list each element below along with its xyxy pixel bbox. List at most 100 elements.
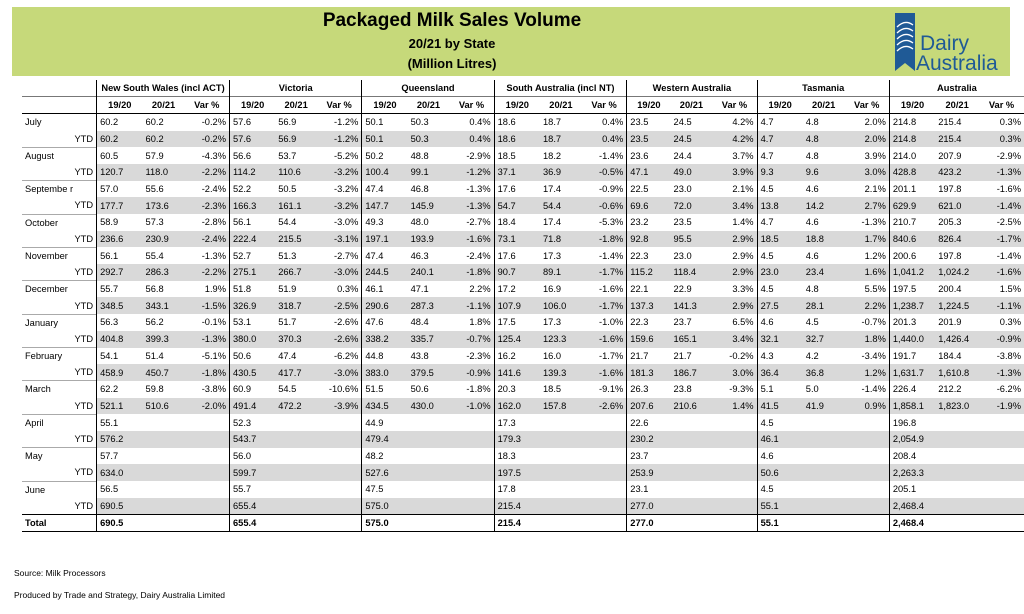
table-cell: 2.9% [712,230,758,248]
table-cell: -1.7% [598,350,624,361]
table-cell: 1,426.4 [935,330,980,348]
table-cell: 1,024.2 [935,264,980,281]
table-cell: 208.4 [888,447,936,465]
row-label: June [22,480,97,498]
total-row: Total 690.5 655.4 575.0 215.4 277.0 55.1 2,468.… [22,513,1024,533]
table-cell: -2.8% [201,217,226,228]
row-label: YTD [74,233,94,244]
table-cell: 107.9 [493,297,540,315]
table-cell: 575.0 [361,513,408,533]
table-cell: 430.5 [229,364,276,381]
column-header: 19/20 [493,96,540,115]
table-cell [275,513,317,533]
region-header: Western Australia [626,80,758,97]
column-header: 20/21 [275,96,317,115]
table-cell: 181.3 [626,364,671,381]
table-cell: 4.8 [805,284,819,295]
table-cell: 629.9 [888,197,936,214]
row-label: YTD [74,167,94,178]
table-cell: 17.3 [542,250,562,261]
column-header: Var % [317,96,362,115]
row-label: March [22,380,97,398]
table-cell: 3.9% [712,163,758,181]
table-cell: 137.3 [626,297,671,315]
table-cell: 16.0 [542,350,562,361]
ytd-row: YTD 120.7 118.0 -2.2% 114.2 110.6 -3.2% 100.4 99… [22,163,1024,181]
table-cell: -1.4% [861,384,886,395]
table-cell: 1,238.7 [888,297,936,315]
table-cell: 2.0% [844,130,890,148]
table-cell: 21.7 [626,347,671,365]
table-cell: 200.4 [938,284,962,295]
table-cell: 201.9 [938,317,962,328]
table-cell: 4.2% [732,117,754,128]
column-header-row: 19/20 20/21 Var % 19/20 20/21 Var % 19/20 20/21… [22,96,1024,115]
unit-label: (Million Litres) [407,56,497,71]
table-cell [275,430,317,448]
table-cell [449,464,495,481]
ytd-row: YTD 236.6 230.9 -2.4% 222.4 215.5 -3.1% 197.1 19… [22,230,1024,248]
table-cell: 24.5 [673,117,692,128]
page-subtitle: 20/21 by State [408,36,496,51]
table-cell: 634.0 [96,464,143,481]
table-cell: 18.8 [802,230,845,248]
table-cell: 55.1 [756,513,803,533]
table-cell: 244.5 [361,264,408,281]
table-cell: 41.5 [756,397,803,415]
month-row: June 56.5 55.7 47.5 17.8 23.1 4.5 205.1 [22,480,1024,498]
table-cell: -1.5% [184,297,230,315]
table-cell [845,448,890,465]
table-cell: 335.7 [407,330,450,348]
table-cell: -1.2% [449,163,495,181]
row-label: YTD [74,333,94,344]
table-cell: -2.2% [184,264,230,281]
table-cell: -2.0% [184,397,230,415]
table-cell: 60.5 [96,147,143,164]
table-cell: 4.5 [756,280,803,298]
table-cell: 277.0 [626,513,671,533]
table-cell: 4.5 [805,317,819,328]
dairy-australia-logo: Dairy Australia [894,13,1006,75]
table-cell: 23.2 [626,214,671,231]
table-cell: -1.4% [598,250,624,261]
table-cell [581,513,627,533]
table-cell: 9.6 [802,163,845,181]
table-cell: 59.8 [145,384,164,395]
row-label: May [22,447,97,465]
table-cell: 236.6 [96,230,143,248]
month-row: November 56.1 55.4 -1.3% 52.7 51.3 -2.7% 47.4 46… [22,246,1024,265]
table-cell [539,497,582,515]
table-cell: 1,823.0 [935,397,980,415]
table-cell: 48.2 [361,447,408,465]
column-header: 20/21 [539,96,582,115]
table-cell: 51.7 [278,317,297,328]
table-cell: -3.2% [334,183,359,194]
table-cell: 521.1 [96,397,143,415]
table-cell [408,481,450,498]
table-cell: 48.8 [410,150,429,161]
table-cell: -2.2% [184,163,230,181]
table-cell [979,497,1024,515]
table-cell: 55.6 [145,183,164,194]
table-cell: 2.2% [469,284,491,295]
table-cell: 23.4 [802,264,845,281]
table-cell: -1.6% [598,284,624,295]
month-row: December 55.7 56.8 1.9% 51.8 51.9 0.3% 46.1 47.1… [22,280,1024,298]
table-cell: 47.1 [626,163,671,181]
table-cell [979,430,1024,448]
row-label: YTD [74,300,94,311]
table-cell: 17.6 [493,180,540,198]
table-cell: 32.7 [802,330,845,348]
table-cell: 2.1% [864,183,886,194]
table-cell [712,414,757,431]
table-cell: 24.5 [670,130,713,148]
table-cell: 17.6 [493,247,540,265]
table-cell: 6.5% [732,317,754,328]
column-header: Var % [184,96,230,115]
table-cell: 3.4% [712,197,758,214]
table-cell: 690.5 [96,513,143,533]
table-cell [712,464,758,481]
table-cell [449,430,495,448]
table-cell [317,464,362,481]
table-cell [935,448,979,465]
